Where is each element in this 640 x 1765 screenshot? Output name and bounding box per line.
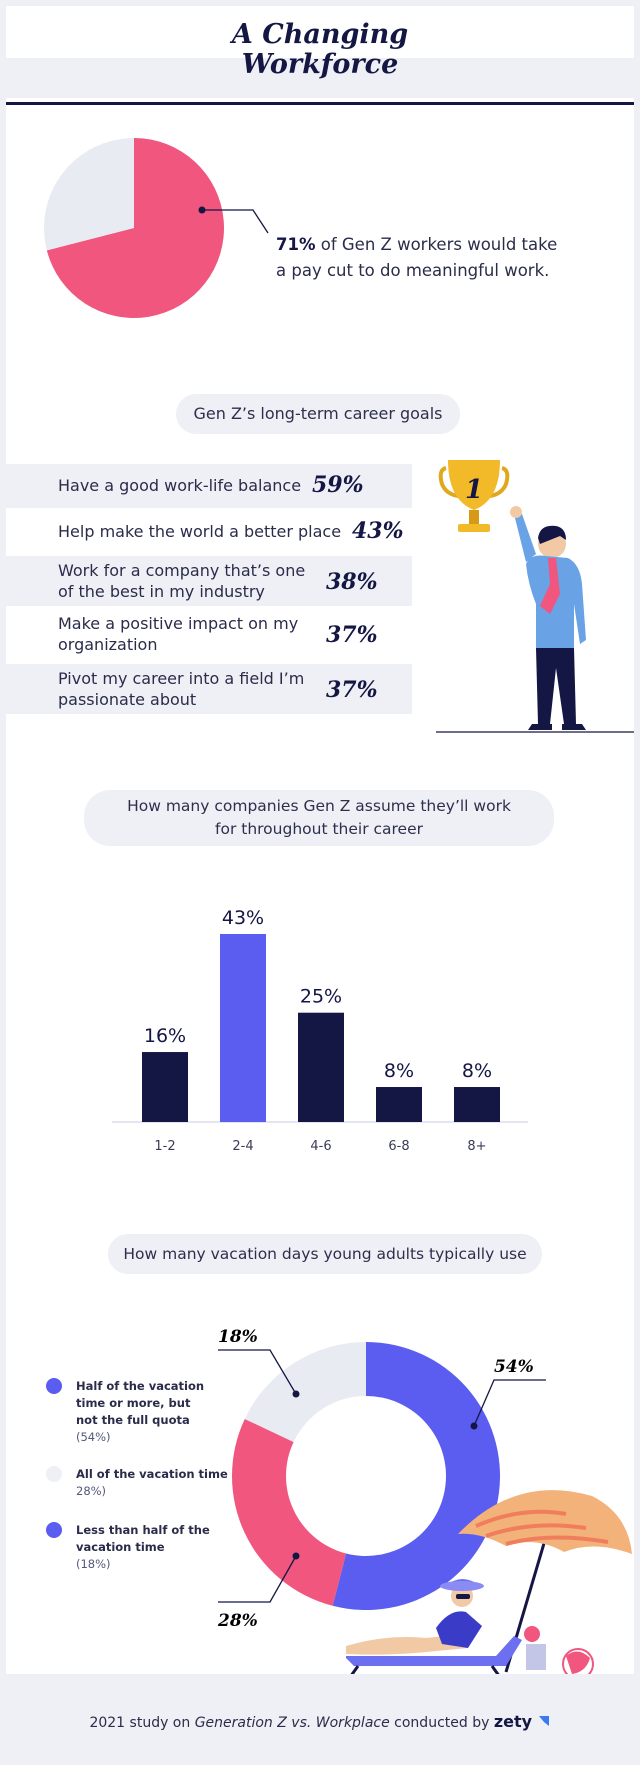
bar-6-8 [376,1087,422,1122]
category-label: 2-4 [232,1139,253,1154]
callout-line [202,209,269,234]
goal-row: Pivot my career into a field I’m passiona… [6,664,412,714]
category-label: 4-6 [310,1139,331,1154]
goal-label: Make a positive impact on my organization [58,614,299,654]
legend-dot [46,1466,62,1482]
goal-label: Work for a company that’s one of the best… [58,561,306,601]
bar-value-label: 43% [222,907,264,929]
pay-cut-callout: 71% of Gen Z workers would take a pay cu… [276,235,558,280]
svg-text:1: 1 [465,475,483,505]
legend-item: Less than half of the vacation time (18%) [46,1522,236,1582]
title-divider [6,102,634,105]
pie-slice-pay-cut [46,138,224,318]
goal-label: Have a good work-life balance [58,476,302,495]
goal-row: Work for a company that’s one of the best… [6,556,412,606]
donut-segment-18 [244,1342,366,1442]
callout-line [218,1349,297,1395]
donut-label-18: 18% [218,1327,258,1347]
trophy-icon: 1 [438,460,510,532]
zety-logo-icon [538,1716,549,1726]
goal-value: 59% [312,472,364,498]
goal-value: 38% [326,569,378,595]
infographic: A Changing Workforce 71% of Gen Z worker… [6,6,634,1759]
pay-cut-percent: 71% [276,235,316,254]
goal-value: 37% [326,622,378,648]
man-holding-trophy-illustration: 1 [436,460,634,733]
goal-value: 43% [352,518,404,544]
legend-item: Half of the vacation time or more, but not… [46,1378,236,1456]
goal-row: Make a positive impact on my organization… [6,609,412,659]
bar-value-label: 16% [144,1025,186,1047]
goal-value: 37% [326,677,378,703]
legend-dot [46,1378,62,1394]
pie-slice-other [44,138,134,251]
bar-value-label: 8% [384,1060,414,1082]
bar-8+ [454,1087,500,1122]
legend-dot [46,1522,62,1538]
pay-cut-pie-chart [44,138,269,318]
callout-line [218,1555,297,1603]
zety-logo: zety [493,1712,533,1731]
bar-value-label: 8% [462,1060,492,1082]
goal-row: Have a good work-life balance 59% [6,464,412,508]
career-goals-heading: Gen Z’s long-term career goals [176,394,460,434]
donut-segment-28 [232,1418,347,1606]
bar-2-4 [220,934,266,1122]
beach-umbrella-illustration [346,1490,632,1681]
bar-value-label: 25% [300,986,342,1008]
bar-1-2 [142,1052,188,1122]
donut-label-28: 28% [217,1611,258,1631]
vacation-heading: How many vacation days young adults typi… [108,1234,542,1274]
callout-line [473,1379,546,1427]
footer-credit: 2021 study on Generation Z vs. Workplace… [6,1712,634,1731]
goal-row: Help make the world a better place 43% [6,510,412,554]
bar-4-6 [298,1012,344,1122]
title-band [6,58,634,98]
page-title: A Changing Workforce [231,19,409,80]
vacation-legend: Half of the vacation time or more, but not… [46,1378,236,1582]
goal-label: Help make the world a better place [58,522,342,541]
companies-heading: How many companies Gen Z assume they’ll … [84,790,554,846]
legend-item: All of the vacation time 28%) [46,1466,236,1522]
vacation-donut-chart: 54% 18% 28% [217,1327,546,1631]
companies-bar-chart: 16% 1-2 43% 2-4 25% 4-6 8% 6-8 8% 8+ [112,907,528,1154]
category-label: 6-8 [388,1139,409,1154]
donut-label-54: 54% [494,1357,534,1377]
category-label: 8+ [467,1139,486,1154]
category-label: 1-2 [154,1139,175,1154]
footer [6,1674,634,1759]
goal-label: Pivot my career into a field I’m passiona… [58,669,305,709]
donut-segment-54 [332,1342,501,1610]
